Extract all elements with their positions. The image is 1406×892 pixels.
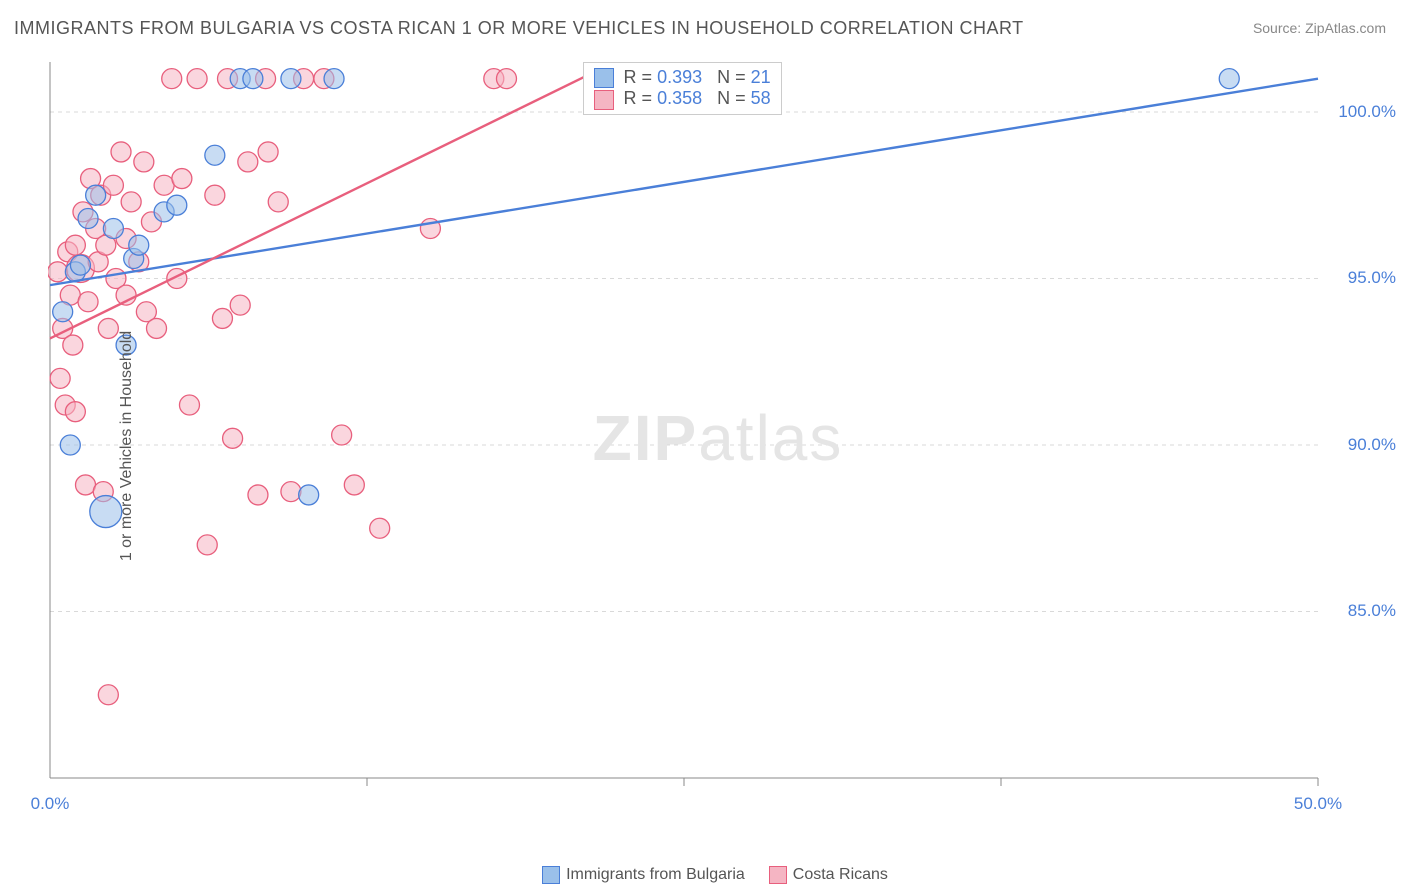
data-point <box>230 295 250 315</box>
data-point <box>65 235 85 255</box>
n-label: N = <box>702 88 751 108</box>
data-point <box>197 535 217 555</box>
data-point <box>154 175 174 195</box>
data-point <box>63 335 83 355</box>
data-point <box>1219 69 1239 89</box>
n-label: N = <box>702 67 751 87</box>
data-point <box>281 482 301 502</box>
data-point <box>187 69 207 89</box>
data-point <box>299 485 319 505</box>
data-point <box>134 152 154 172</box>
data-point <box>212 308 232 328</box>
y-axis-label: 1 or more Vehicles in Household <box>118 331 136 561</box>
data-point <box>129 235 149 255</box>
data-point <box>205 145 225 165</box>
data-point <box>48 262 68 282</box>
data-point <box>78 209 98 229</box>
data-point <box>162 69 182 89</box>
y-tick-label: 85.0% <box>1348 601 1396 621</box>
data-point <box>248 485 268 505</box>
legend-label: Costa Ricans <box>793 866 888 883</box>
data-point <box>344 475 364 495</box>
r-label: R = <box>624 88 658 108</box>
data-point <box>70 255 90 275</box>
chart-title: IMMIGRANTS FROM BULGARIA VS COSTA RICAN … <box>14 18 1024 39</box>
chart-svg <box>48 58 1388 818</box>
data-point <box>121 192 141 212</box>
data-point <box>223 428 243 448</box>
data-point <box>243 69 263 89</box>
n-value: 21 <box>751 67 771 87</box>
data-point <box>60 435 80 455</box>
source-attribution: Source: ZipAtlas.com <box>1253 20 1386 36</box>
data-point <box>179 395 199 415</box>
legend-label: Immigrants from Bulgaria <box>566 866 745 883</box>
x-tick-label: 50.0% <box>1294 794 1342 814</box>
r-value: 0.393 <box>657 67 702 87</box>
data-point <box>53 302 73 322</box>
legend-swatch <box>769 866 787 884</box>
correlation-legend: R = 0.393 N = 21 R = 0.358 N = 58 <box>583 62 782 115</box>
legend-bottom: Immigrants from Bulgaria Costa Ricans <box>0 866 1406 884</box>
data-point <box>103 175 123 195</box>
x-tick-label: 0.0% <box>31 794 70 814</box>
data-point <box>496 69 516 89</box>
data-point <box>205 185 225 205</box>
data-point <box>65 402 85 422</box>
data-point <box>86 185 106 205</box>
y-tick-label: 90.0% <box>1348 435 1396 455</box>
chart-plot-area: ZIPatlas <box>48 58 1388 818</box>
data-point <box>98 685 118 705</box>
data-point <box>50 368 70 388</box>
data-point <box>172 169 192 189</box>
r-label: R = <box>624 67 658 87</box>
legend-swatch <box>594 68 614 88</box>
data-point <box>281 69 301 89</box>
data-point <box>238 152 258 172</box>
data-point <box>268 192 288 212</box>
data-point <box>167 195 187 215</box>
y-tick-label: 100.0% <box>1338 102 1396 122</box>
y-tick-label: 95.0% <box>1348 268 1396 288</box>
data-point <box>324 69 344 89</box>
legend-swatch <box>542 866 560 884</box>
data-point <box>111 142 131 162</box>
data-point <box>147 318 167 338</box>
data-point <box>90 496 122 528</box>
r-value: 0.358 <box>657 88 702 108</box>
data-point <box>258 142 278 162</box>
legend-swatch <box>594 90 614 110</box>
data-point <box>98 318 118 338</box>
data-point <box>103 219 123 239</box>
data-point <box>78 292 98 312</box>
n-value: 58 <box>751 88 771 108</box>
data-point <box>370 518 390 538</box>
data-point <box>332 425 352 445</box>
data-point <box>76 475 96 495</box>
